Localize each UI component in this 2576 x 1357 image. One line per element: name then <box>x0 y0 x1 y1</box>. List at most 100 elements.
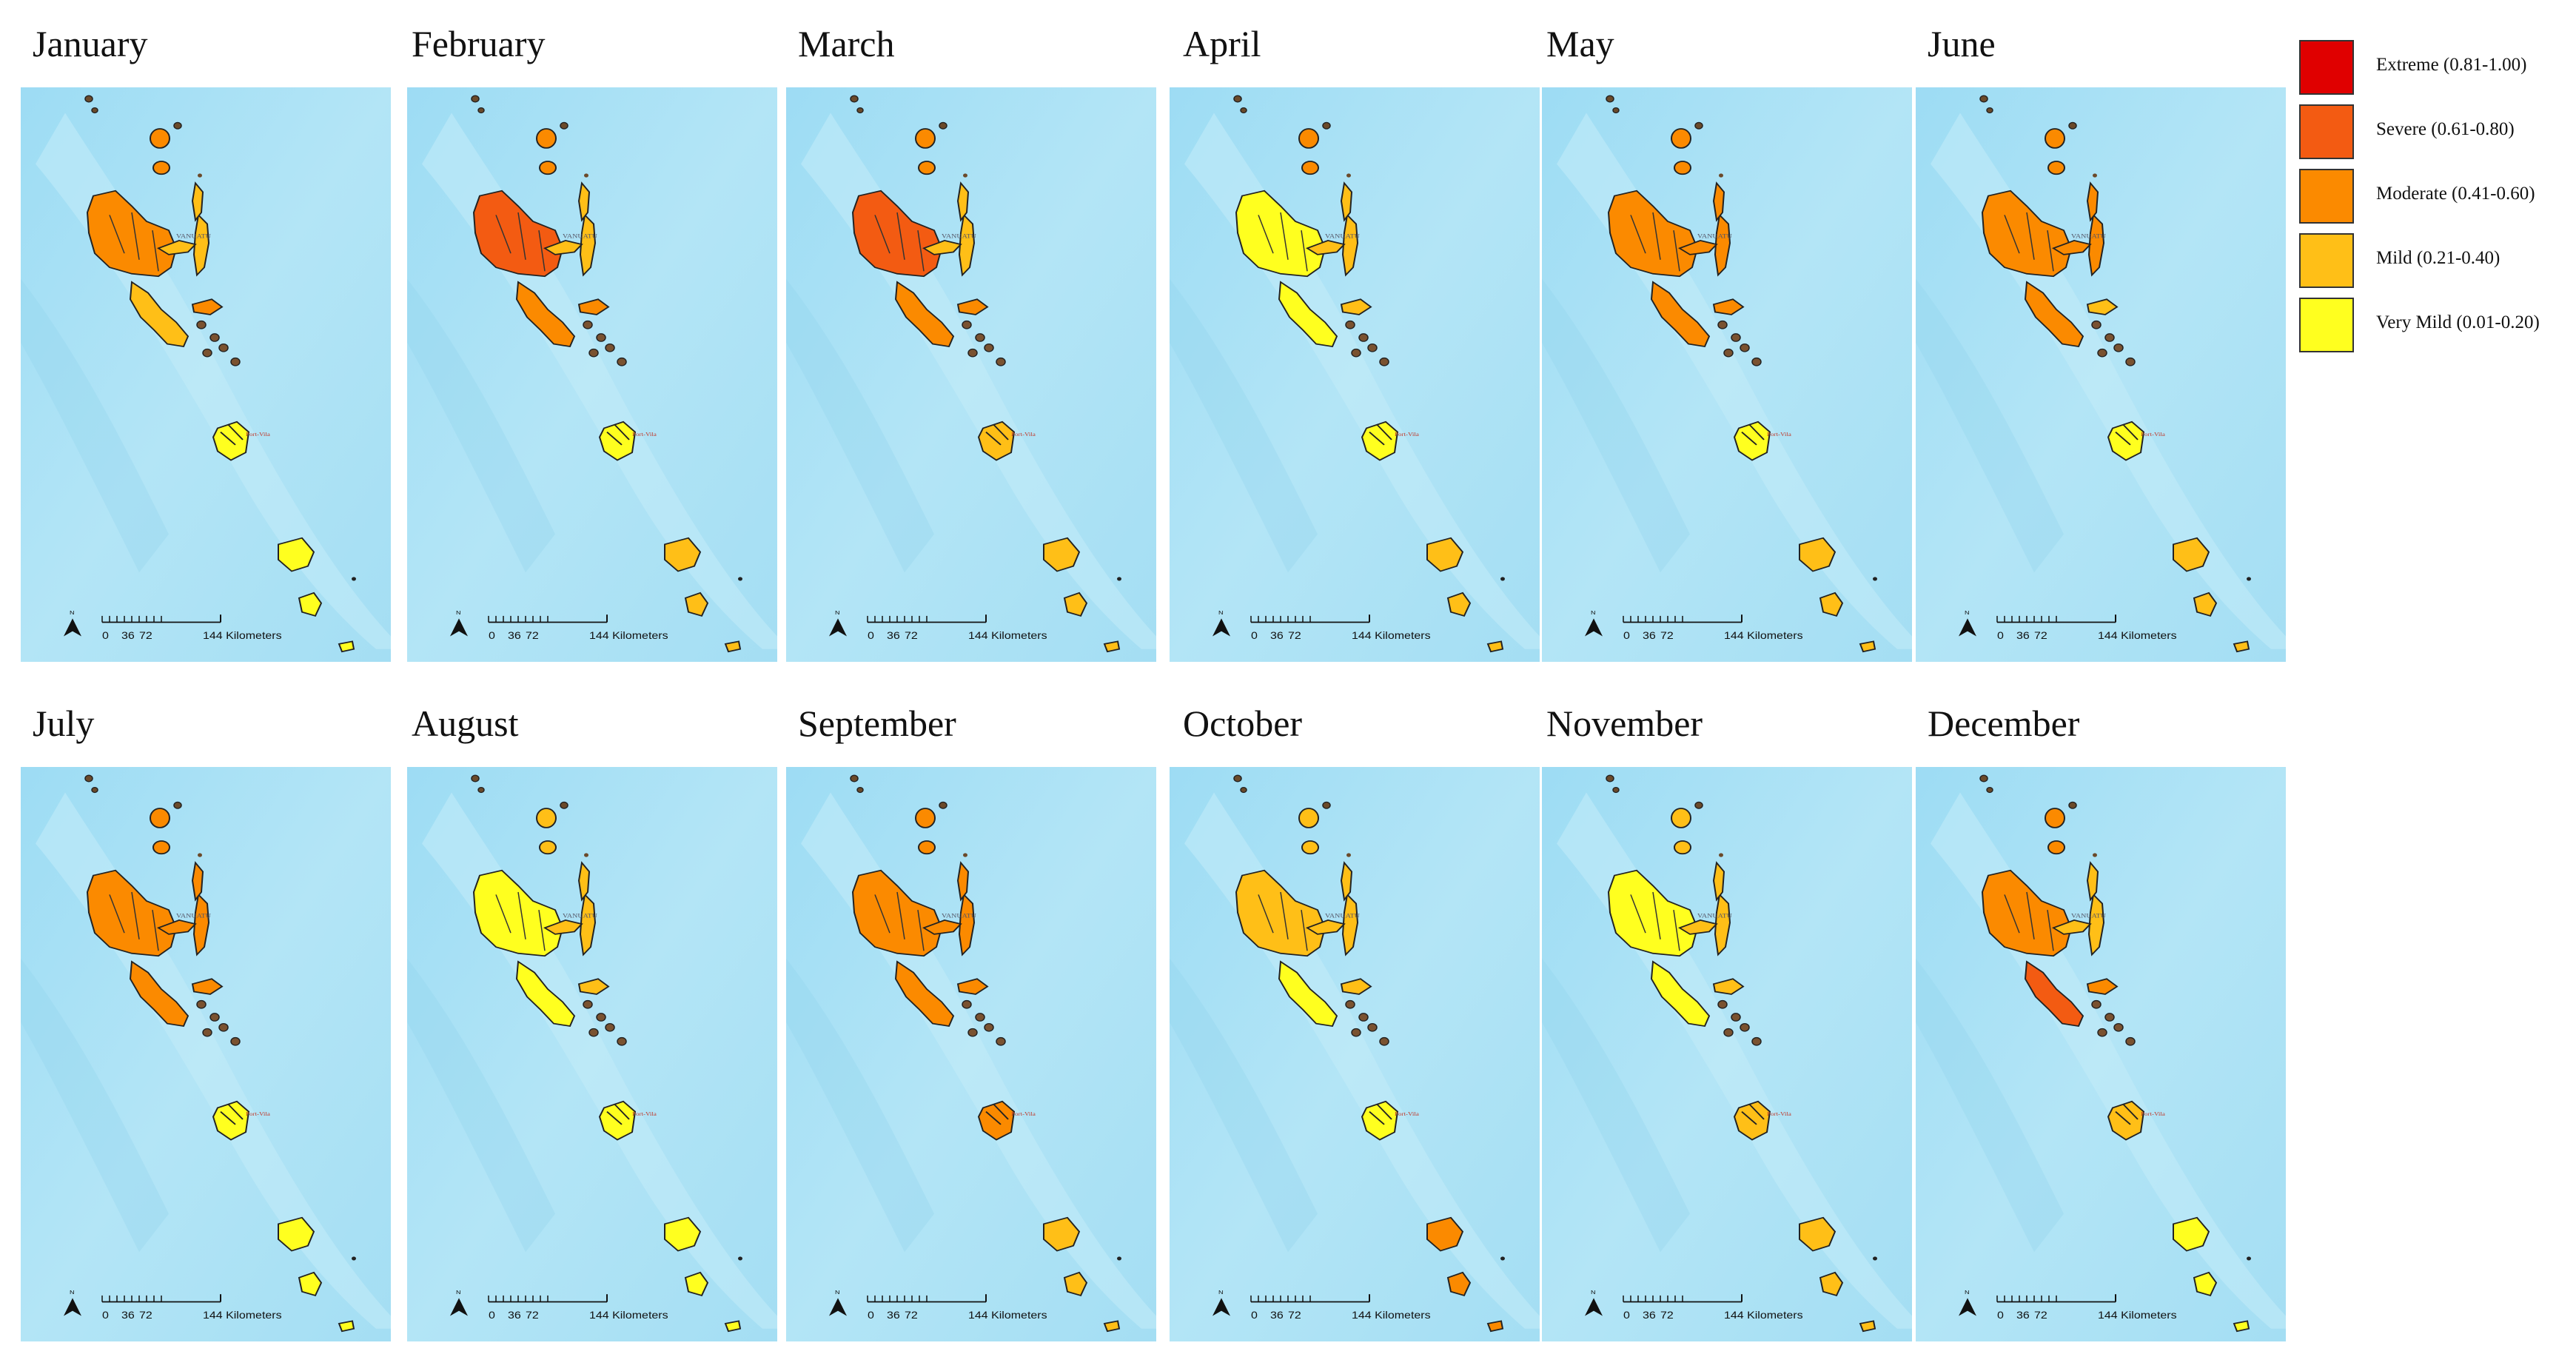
vanuatu-map-svg: VANUATU Port-Vila N 0 36 72 144 Kilometers <box>1916 87 2286 662</box>
island-aneityum <box>1103 640 1121 653</box>
island-tanna <box>1063 592 1088 617</box>
capital-label: Port-Vila <box>1011 1110 1036 1116</box>
svg-text:N: N <box>835 1289 839 1296</box>
svg-text:N: N <box>70 1289 74 1296</box>
island-erromango <box>1799 537 1837 572</box>
svg-text:N: N <box>1591 609 1595 616</box>
island-tanna <box>2193 1271 2218 1296</box>
island-ambrym <box>2086 978 2119 995</box>
month-panel: March VANUATU Port-Vila N 0 36 72 144 Kilometer… <box>786 22 1156 662</box>
scale-tick-label: 144 Kilometers <box>1352 630 1431 642</box>
island-aoba <box>156 240 197 255</box>
scale-tick-label: 72 <box>526 630 539 642</box>
island-santo <box>86 869 178 957</box>
island-aneityum <box>2233 640 2250 653</box>
scale-tick-label: 36 <box>121 1310 135 1321</box>
scale-tick-label: 0 <box>1251 1310 1258 1321</box>
island-ambrym <box>956 978 989 995</box>
island-pentecost <box>192 213 210 277</box>
capital-label: Port-Vila <box>2141 1110 2165 1116</box>
country-label: VANUATU <box>1697 233 1732 240</box>
vanuatu-map-svg: VANUATU Port-Vila N 0 36 72 144 Kilometers <box>407 767 777 1341</box>
island-tanna <box>684 592 709 617</box>
month-panel: July VANUATU Port-Vila N 0 36 72 144 Kilometers <box>21 702 391 1341</box>
country-label: VANUATU <box>942 913 976 919</box>
island-erromango <box>664 1216 702 1252</box>
island-aneityum <box>1859 1320 1876 1333</box>
scale-tick-label: 36 <box>887 1310 900 1321</box>
island-aoba <box>2051 919 2092 935</box>
legend-item: Moderate (0.41-0.60) <box>2299 169 2573 224</box>
month-title: February <box>412 23 546 64</box>
month-panel: October VANUATU Port-Vila N 0 36 72 144 Kilomet… <box>1170 702 1540 1341</box>
svg-text:N: N <box>1965 1289 1969 1296</box>
scale-tick-label: 36 <box>2016 1310 2030 1321</box>
scale-tick-label: 0 <box>102 630 109 642</box>
scale-tick-label: 0 <box>1623 630 1630 642</box>
island-ambrym <box>1340 298 1372 315</box>
capital-label: Port-Vila <box>632 431 657 437</box>
scale-bar: 0 36 72 144 Kilometers <box>101 614 282 642</box>
island-aneityum <box>724 1320 742 1333</box>
svg-text:N: N <box>835 609 839 616</box>
legend-item: Mild (0.21-0.40) <box>2299 233 2573 288</box>
scale-tick-label: 36 <box>2016 630 2030 642</box>
scale-bar: 0 36 72 144 Kilometers <box>1250 1294 1431 1321</box>
island-ambrym <box>1712 978 1745 995</box>
north-arrow-icon: N <box>64 609 81 637</box>
legend-swatch <box>2299 104 2354 159</box>
island-santo <box>1607 869 1699 957</box>
vanuatu-map-svg: VANUATU Port-Vila N 0 36 72 144 Kilometers <box>1542 87 1912 662</box>
island-maewo <box>577 861 591 902</box>
island-santo <box>86 190 178 278</box>
island-ambrym <box>577 978 610 995</box>
island-santo <box>1981 869 2073 957</box>
country-label: VANUATU <box>176 233 211 240</box>
vanuatu-map-svg: VANUATU Port-Vila N 0 36 72 144 Kilometers <box>21 87 391 662</box>
scale-tick-label: 72 <box>1660 630 1674 642</box>
island-aneityum <box>1859 640 1876 653</box>
legend-label: Moderate (0.41-0.60) <box>2376 184 2535 204</box>
scale-tick-label: 72 <box>1288 630 1301 642</box>
island-santo <box>472 869 564 957</box>
scale-tick-label: 0 <box>489 630 495 642</box>
capital-label: Port-Vila <box>1395 431 1419 437</box>
north-arrow-icon: N <box>450 1289 468 1316</box>
island-malekula <box>515 281 576 348</box>
island-ambrym <box>1712 298 1745 315</box>
island-malekula <box>894 281 955 348</box>
island-erromango <box>2173 1216 2210 1252</box>
month-panel: August VANUATU Port-Vila N 0 36 72 144 Kilomete… <box>407 702 777 1341</box>
month-map: VANUATU Port-Vila N 0 36 72 144 Kilometers <box>21 87 391 662</box>
scale-tick-label: 144 Kilometers <box>2098 630 2177 642</box>
island-santo <box>1235 869 1326 957</box>
island-maewo <box>577 181 591 222</box>
country-label: VANUATU <box>1697 913 1732 919</box>
scale-tick-label: 72 <box>139 1310 152 1321</box>
island-santo <box>851 869 943 957</box>
island-pentecost <box>579 213 597 277</box>
legend-item: Severe (0.61-0.80) <box>2299 104 2573 159</box>
island-pentecost <box>2087 213 2105 277</box>
scale-tick-label: 72 <box>905 1310 918 1321</box>
month-map: VANUATU Port-Vila N 0 36 72 144 Kilometers <box>786 767 1156 1341</box>
north-arrow-icon: N <box>1212 1289 1230 1316</box>
country-label: VANUATU <box>942 233 976 240</box>
north-arrow-icon: N <box>64 1289 81 1316</box>
island-pentecost <box>1341 213 1359 277</box>
month-map: VANUATU Port-Vila N 0 36 72 144 Kilometers <box>1916 87 2286 662</box>
island-tanna <box>684 1271 709 1296</box>
month-title: January <box>33 23 148 64</box>
island-malekula <box>1278 281 1338 348</box>
island-maewo <box>191 181 204 222</box>
legend-swatch <box>2299 298 2354 352</box>
country-label: VANUATU <box>2071 233 2106 240</box>
scale-bar: 0 36 72 144 Kilometers <box>867 614 1047 642</box>
scale-tick-label: 36 <box>1270 1310 1284 1321</box>
scale-tick-label: 0 <box>489 1310 495 1321</box>
legend-label: Very Mild (0.01-0.20) <box>2376 312 2540 332</box>
island-ambrym <box>2086 298 2119 315</box>
vanuatu-map-svg: VANUATU Port-Vila N 0 36 72 144 Kilometers <box>1542 767 1912 1341</box>
month-title: April <box>1183 23 1261 64</box>
north-arrow-icon: N <box>1585 1289 1603 1316</box>
